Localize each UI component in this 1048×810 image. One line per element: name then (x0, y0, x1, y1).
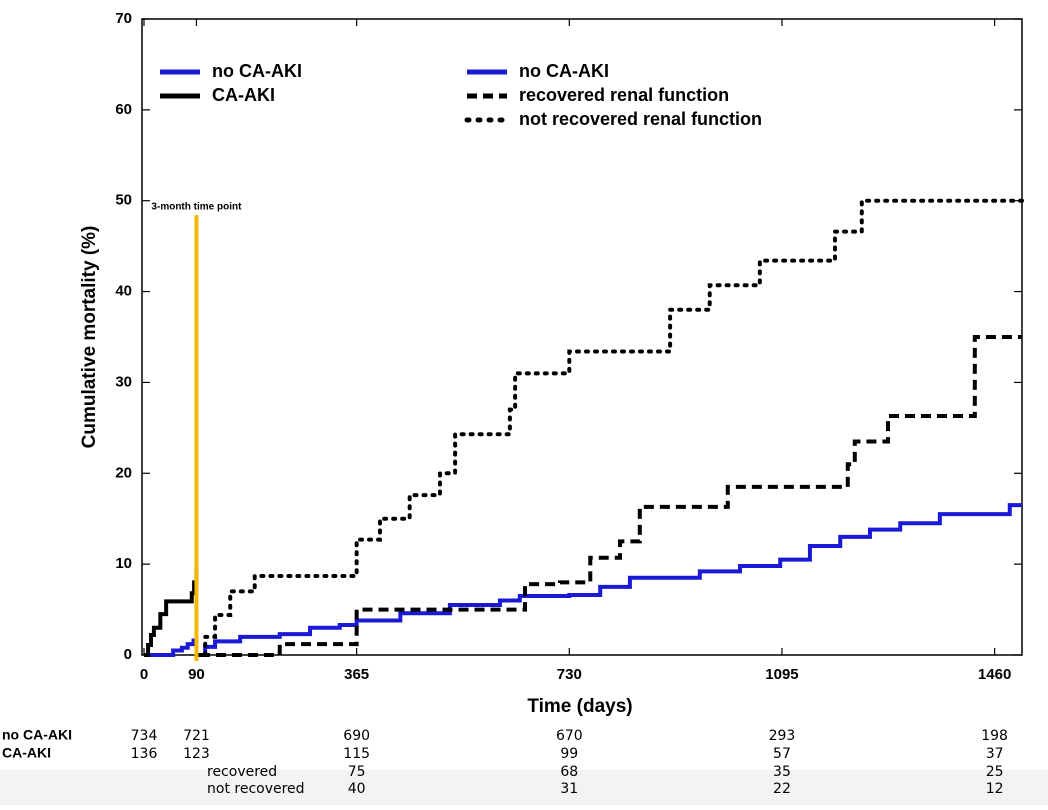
risk-row-label: no CA-AKI (2, 727, 72, 743)
y-tick-label: 10 (115, 555, 132, 572)
survival-curve (196, 503, 1022, 657)
x-tick-label: 1095 (765, 666, 798, 683)
y-tick-label: 0 (124, 646, 132, 663)
risk-value: 31 (560, 781, 578, 797)
footer-band (0, 770, 1048, 805)
survival-curve (144, 567, 199, 657)
risk-value: 293 (769, 728, 796, 744)
annotation-label: 3-month time point (151, 202, 242, 213)
y-tick-label: 50 (115, 192, 132, 209)
risk-value: 123 (183, 746, 210, 762)
y-axis-title: Cumulative mortality (%) (79, 226, 100, 449)
risk-value: 198 (981, 728, 1008, 744)
x-axis-title: Time (days) (527, 696, 632, 717)
risk-value: 136 (131, 746, 158, 762)
risk-row-label: CA-AKI (2, 745, 51, 761)
risk-value: 25 (986, 764, 1004, 780)
risk-value: 35 (773, 764, 791, 780)
survival-curve (199, 335, 1022, 657)
x-tick-label: 1460 (978, 666, 1011, 683)
legend-label: no CA-AKI (519, 61, 609, 81)
y-tick-label: 40 (115, 283, 132, 300)
x-tick-label: 0 (140, 666, 148, 683)
legend-label: no CA-AKI (212, 61, 302, 81)
risk-value: 734 (131, 728, 158, 744)
risk-value: 75 (348, 764, 366, 780)
risk-value: 115 (343, 746, 370, 762)
y-tick-label: 20 (115, 464, 132, 481)
risk-value: 721 (183, 728, 210, 744)
y-tick-label: 60 (115, 101, 132, 118)
risk-value: 37 (986, 746, 1004, 762)
risk-value: 670 (556, 728, 583, 744)
x-tick-label: 365 (344, 666, 369, 683)
y-tick-label: 30 (115, 373, 132, 390)
legend-label: not recovered renal function (519, 109, 762, 129)
y-tick-label: 70 (115, 10, 132, 27)
risk-value: 57 (773, 746, 791, 762)
risk-row-label: recovered (207, 764, 277, 780)
survival-curve (194, 198, 1024, 657)
x-tick-label: 730 (557, 666, 582, 683)
risk-value: 690 (343, 728, 370, 744)
risk-row-label: not recovered (207, 781, 305, 797)
risk-value: 22 (773, 781, 791, 797)
survival-curve (144, 637, 199, 657)
risk-value: 40 (348, 781, 366, 797)
legend-label: CA-AKI (212, 85, 275, 105)
x-tick-label: 90 (188, 666, 205, 683)
risk-value: 99 (560, 746, 578, 762)
legend-label: recovered renal function (519, 85, 729, 105)
risk-value: 12 (986, 781, 1004, 797)
risk-value: 68 (560, 764, 578, 780)
